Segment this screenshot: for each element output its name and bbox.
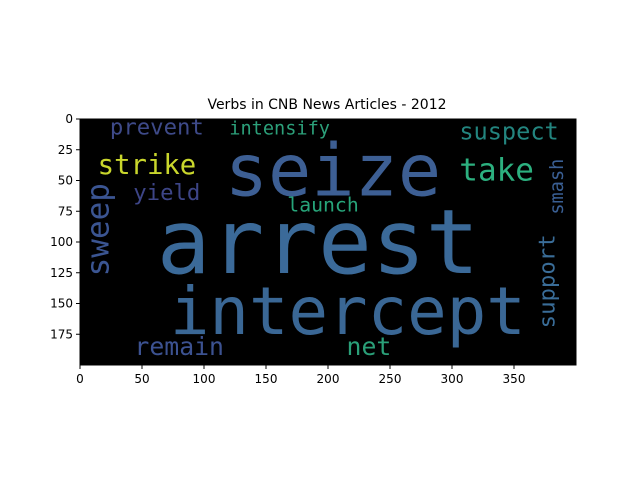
y-tick-label: 175 [50, 327, 73, 341]
word-yield: yield [133, 180, 200, 206]
y-tick-label: 100 [50, 235, 73, 249]
x-tick-label: 250 [379, 372, 402, 386]
word-take: take [459, 153, 534, 189]
word-seize: seize [225, 129, 441, 213]
word-smash: smash [547, 159, 568, 215]
x-tick-label: 200 [317, 372, 340, 386]
word-suspect: suspect [459, 117, 558, 145]
x-tick-label: 100 [193, 372, 216, 386]
x-tick-label: 300 [441, 372, 464, 386]
y-tick-label: 125 [50, 266, 73, 280]
word-net: net [347, 332, 392, 361]
y-tick-label: 75 [58, 204, 73, 218]
word-strike: strike [98, 150, 197, 181]
word-remain: remain [134, 332, 224, 361]
x-tick-label: 150 [255, 372, 278, 386]
x-tick-label: 50 [134, 372, 149, 386]
x-tick-label: 0 [76, 372, 84, 386]
y-axis: 0 25 50 75 100 125 150 175 [50, 112, 80, 341]
wordcloud-background [80, 119, 576, 365]
word-arrest: arrest [157, 191, 480, 295]
word-sweep: sweep [81, 183, 117, 276]
x-tick-label: 350 [503, 372, 526, 386]
y-tick-label: 0 [65, 112, 73, 126]
word-launch: launch [287, 194, 358, 217]
word-support: support [534, 234, 560, 328]
word-intensify: intensify [229, 118, 330, 139]
word-intercept: intercept [170, 274, 526, 350]
y-tick-label: 50 [58, 174, 73, 188]
chart-title: Verbs in CNB News Articles - 2012 [207, 97, 446, 113]
x-axis: 0 50 100 150 200 250 300 350 [76, 365, 525, 386]
y-tick-label: 150 [50, 297, 73, 311]
y-tick-label: 25 [58, 143, 73, 157]
